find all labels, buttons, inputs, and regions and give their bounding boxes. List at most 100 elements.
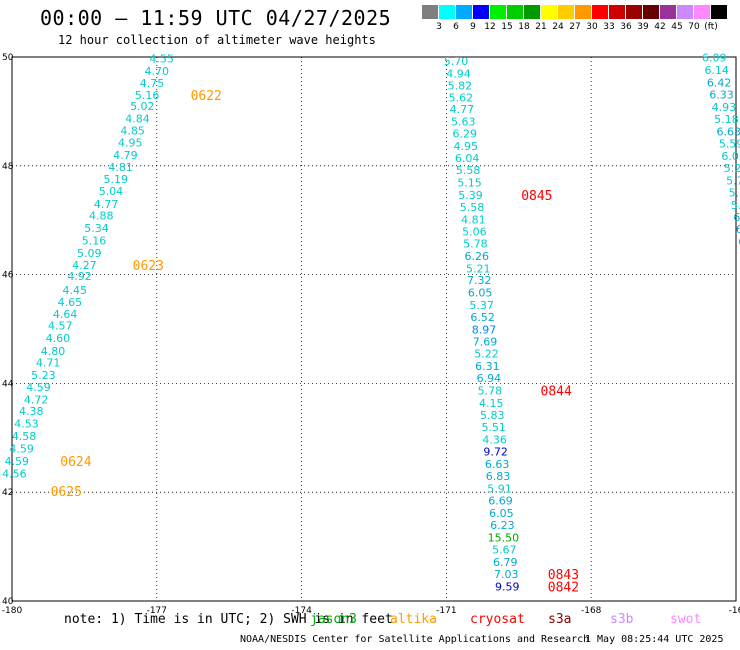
wave-height-value: 5.23 <box>31 369 56 382</box>
wave-height-value: 7.32 <box>467 274 492 287</box>
wave-height-value: 6.05 <box>489 507 514 520</box>
wave-height-value: 7.03 <box>494 568 519 581</box>
wave-height-value: 4.94 <box>446 67 471 80</box>
wave-height-value: 6.03 <box>721 150 740 163</box>
wave-height-value: 4.59 <box>26 381 51 394</box>
pass-time-label: 0845 <box>521 189 552 204</box>
wave-height-value: 4.15 <box>479 397 504 410</box>
wave-height-value: 6.94 <box>477 372 502 385</box>
wave-height-value: 6.29 <box>452 128 477 141</box>
color-scale-label: 39 <box>637 22 649 32</box>
latitude-tick-label: 40 <box>2 597 14 607</box>
color-scale-label: 9 <box>470 22 476 32</box>
wave-height-value: 4.55 <box>149 53 174 66</box>
latitude-tick-label: 50 <box>2 53 14 63</box>
latitude-tick-label: 46 <box>2 271 14 281</box>
pass-time-label: 0844 <box>541 384 572 399</box>
wave-height-value: 5.19 <box>104 173 129 186</box>
wave-height-value: 4.59 <box>9 443 34 456</box>
wave-height-value: 4.72 <box>24 394 49 407</box>
color-swatch <box>524 5 540 19</box>
color-swatch <box>422 5 438 19</box>
wave-height-value: 5.16 <box>82 234 107 247</box>
longitude-tick-label: -177 <box>147 606 167 616</box>
wave-height-value: 5.78 <box>463 238 488 251</box>
wave-height-value: 5.51 <box>481 421 506 434</box>
wave-height-value: 5.58 <box>456 164 481 177</box>
wave-height-value: 5.58 <box>460 201 485 214</box>
wave-height-value: 6.63 <box>717 126 740 139</box>
color-scale-label: (ft) <box>704 22 718 32</box>
wave-height-value: 4.88 <box>89 209 114 222</box>
wave-height-value: 4.77 <box>450 103 475 116</box>
wave-height-value: 6.09 <box>702 52 727 65</box>
wave-height-value: 15.50 <box>488 531 520 544</box>
wave-height-value: 6.42 <box>707 77 732 90</box>
wave-height-value: 8.97 <box>472 324 497 337</box>
pass-time-label: 0624 <box>60 455 91 470</box>
satellite-legend-item: s3a <box>548 612 572 627</box>
wave-height-value: 4.70 <box>145 65 170 78</box>
color-scale-label: 36 <box>620 22 632 32</box>
pass-time-label: 0842 <box>548 580 579 595</box>
wave-height-value: 5.16 <box>135 89 160 102</box>
wave-height-value: 6.05 <box>468 287 493 300</box>
color-swatch <box>473 5 489 19</box>
wave-height-value: 5.70 <box>726 174 740 187</box>
wave-height-value: 4.57 <box>48 320 73 333</box>
wave-height-value: 9.72 <box>483 445 508 458</box>
color-scale-label: 33 <box>603 22 615 32</box>
wave-height-value: 6.04 <box>455 152 480 165</box>
longitude-tick-label: -171 <box>436 606 456 616</box>
color-scale-label: 27 <box>569 22 581 32</box>
wave-height-value: 4.71 <box>36 357 61 370</box>
wave-height-value: 4.27 <box>72 259 97 272</box>
wave-height-value: 4.95 <box>118 136 143 149</box>
wave-height-value: 5.37 <box>469 299 494 312</box>
wave-height-value: 4.77 <box>94 198 119 211</box>
wave-height-value: 4.81 <box>461 214 486 227</box>
wave-height-value: 5.09 <box>77 247 102 260</box>
wave-height-value: 4.45 <box>62 284 87 297</box>
wave-height-value: 9.59 <box>495 580 520 593</box>
wave-height-value: 4.59 <box>5 455 30 468</box>
color-swatch <box>456 5 472 19</box>
wave-height-value: 5.74 <box>731 199 740 212</box>
wave-height-value: 6.63 <box>485 458 510 471</box>
wave-height-value: 5.29 <box>724 162 740 175</box>
wave-height-value: 6.28 <box>736 223 740 236</box>
color-scale-label: 70 <box>688 22 700 32</box>
wave-height-value: 5.06 <box>462 226 487 239</box>
satellite-legend-item: s3b <box>610 612 634 627</box>
page-subtitle: 12 hour collection of altimeter wave hei… <box>58 33 376 47</box>
wave-height-value: 4.36 <box>482 433 507 446</box>
longitude-tick-label: -180 <box>2 606 23 616</box>
color-scale-label: 6 <box>453 22 459 32</box>
longitude-tick-label: -16 <box>729 606 740 616</box>
color-swatch <box>490 5 506 19</box>
wave-height-value: 4.84 <box>125 112 150 125</box>
wave-height-value: 5.82 <box>448 79 473 92</box>
wave-height-value: 6.66 <box>738 235 740 248</box>
color-scale-label: 30 <box>586 22 598 32</box>
wave-height-value: 5.91 <box>487 482 512 495</box>
color-scale-label: 24 <box>552 22 564 32</box>
wave-height-value: 4.75 <box>140 77 165 90</box>
wave-height-value: 4.53 <box>14 418 39 431</box>
wave-height-value: 4.85 <box>120 124 145 137</box>
wave-height-value: 5.15 <box>457 177 482 190</box>
wave-height-value: 6.69 <box>488 494 513 507</box>
latitude-tick-label: 42 <box>2 488 13 498</box>
wave-height-value: 5.59 <box>719 137 740 150</box>
wave-height-value: 6.99 <box>733 211 740 224</box>
satellite-legend-item: cryosat <box>470 612 525 627</box>
wave-height-value: 5.82 <box>729 186 740 199</box>
color-swatch <box>660 5 676 19</box>
color-swatch <box>626 5 642 19</box>
pass-time-label: 0843 <box>548 568 579 583</box>
wave-height-value: 5.67 <box>492 543 517 556</box>
pass-time-label: 0625 <box>51 485 82 500</box>
wave-height-value: 5.34 <box>84 222 109 235</box>
wave-height-value: 5.18 <box>714 113 739 126</box>
wave-height-value: 6.33 <box>709 89 734 102</box>
